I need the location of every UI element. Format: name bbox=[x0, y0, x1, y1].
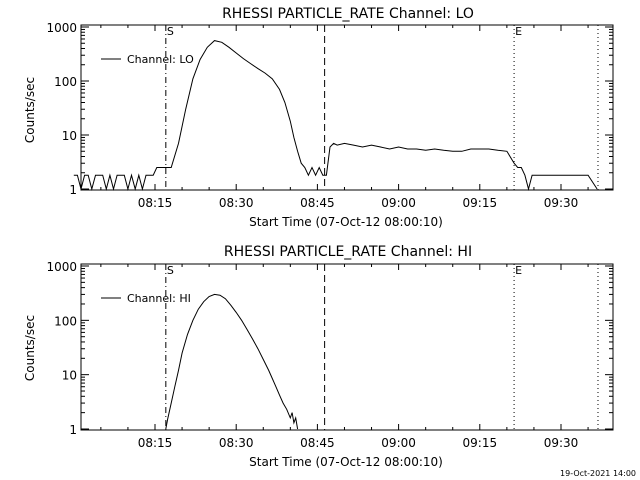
x-tick-label: 08:15 bbox=[138, 436, 173, 450]
y-axis-label: Counts/sec bbox=[23, 315, 37, 381]
series-lines bbox=[165, 293, 299, 430]
y-tick-label: 100 bbox=[54, 314, 77, 328]
x-tick-label: 09:30 bbox=[544, 436, 579, 450]
marker-label: E bbox=[515, 25, 522, 38]
chart-panel-hi: RHESSI PARTICLE_RATE Channel: HI Counts/… bbox=[23, 244, 614, 469]
x-tick-label: 09:00 bbox=[381, 436, 416, 450]
x-tick-label: 09:00 bbox=[381, 196, 416, 210]
axis-ticks: 08:15 08:30 08:45 09:00 09:15 09:30 1 10 100 1000 bbox=[46, 260, 613, 450]
y-tick-label: 1000 bbox=[46, 260, 77, 274]
plot-frame bbox=[80, 263, 614, 431]
y-tick-label: 1000 bbox=[46, 21, 77, 35]
x-tick-label: 08:15 bbox=[138, 196, 173, 210]
legend-label: Channel: LO bbox=[127, 53, 194, 66]
legend-label: Channel: HI bbox=[127, 292, 191, 305]
y-axis-label: Counts/sec bbox=[23, 77, 37, 143]
x-tick-label: 08:45 bbox=[300, 436, 335, 450]
chart-title: RHESSI PARTICLE_RATE Channel: HI bbox=[224, 244, 472, 260]
y-tick-label: 1 bbox=[69, 183, 77, 197]
series-lines bbox=[73, 40, 598, 191]
x-tick-label: 09:15 bbox=[463, 196, 498, 210]
axis-ticks: 08:15 08:30 08:45 09:00 09:15 09:30 1 10 100 1000 bbox=[46, 21, 613, 210]
plot-frame bbox=[80, 24, 614, 191]
x-axis-label: Start Time (07-Oct-12 08:00:10) bbox=[249, 215, 443, 229]
y-tick-label: 100 bbox=[54, 75, 77, 89]
marker-label: S bbox=[167, 25, 174, 38]
marker-label: E bbox=[515, 264, 522, 277]
x-tick-label: 08:45 bbox=[300, 196, 335, 210]
x-tick-label: 09:15 bbox=[463, 436, 498, 450]
y-tick-label: 10 bbox=[62, 129, 77, 143]
chart-title: RHESSI PARTICLE_RATE Channel: LO bbox=[222, 6, 474, 22]
chart-panel-lo: RHESSI PARTICLE_RATE Channel: LO Counts/… bbox=[23, 6, 614, 229]
chart-legend: Channel: LO bbox=[101, 53, 194, 66]
x-tick-label: 09:30 bbox=[544, 196, 579, 210]
y-tick-label: 1 bbox=[69, 423, 77, 437]
chart-legend: Channel: HI bbox=[101, 292, 191, 305]
y-tick-label: 10 bbox=[62, 369, 77, 383]
series-line bbox=[73, 40, 598, 191]
x-tick-label: 08:30 bbox=[219, 436, 254, 450]
marker-label: S bbox=[167, 264, 174, 277]
x-axis-label: Start Time (07-Oct-12 08:00:10) bbox=[249, 455, 443, 469]
generated-timestamp: 19-Oct-2021 14:00 bbox=[560, 469, 636, 478]
x-tick-label: 08:30 bbox=[219, 196, 254, 210]
series-line bbox=[165, 293, 299, 430]
